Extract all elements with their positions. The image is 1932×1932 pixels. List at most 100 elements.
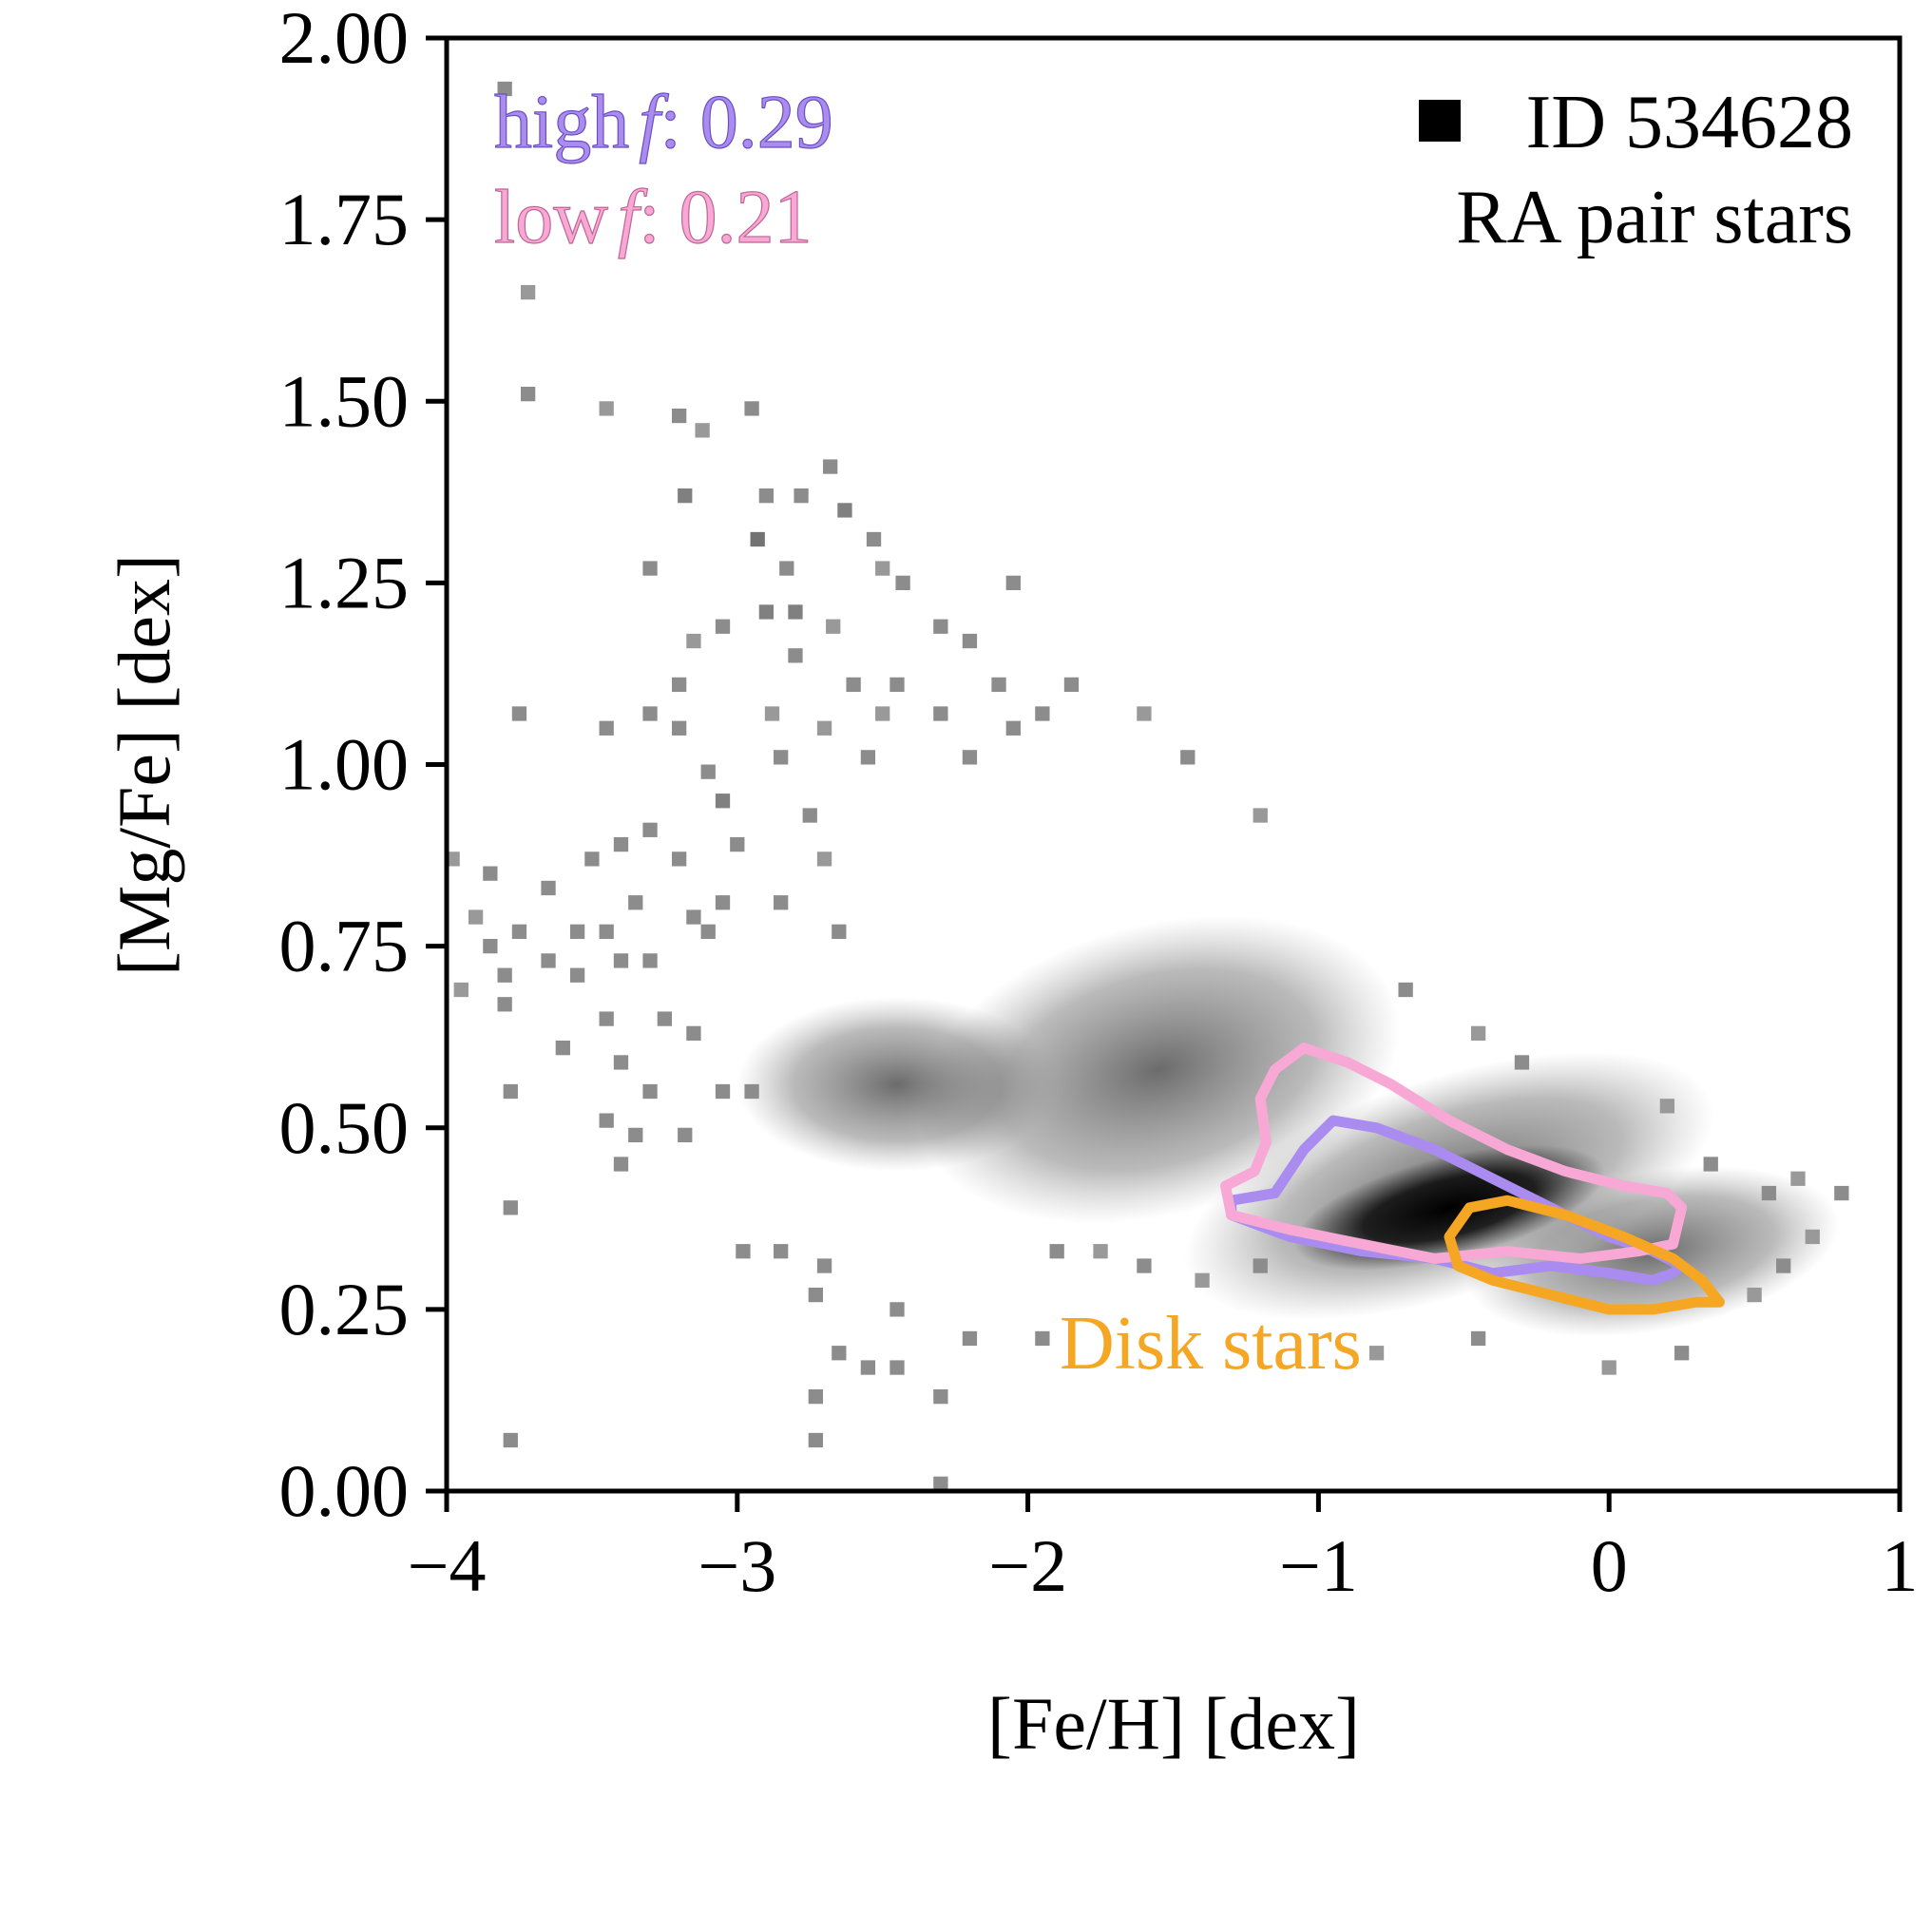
histogram-bin — [1005, 720, 1021, 736]
histogram-bin — [1470, 1025, 1486, 1042]
histogram-bin — [695, 423, 710, 438]
histogram-bin — [671, 851, 687, 867]
histogram-bin — [613, 1157, 629, 1172]
histogram-bin — [503, 1432, 518, 1448]
histogram-bin — [788, 604, 803, 620]
histogram-bin — [933, 1388, 948, 1405]
histogram-bin — [453, 982, 469, 998]
histogram-bin — [1659, 1099, 1675, 1114]
histogram-bin — [520, 284, 536, 300]
histogram-bin — [1035, 706, 1050, 721]
histogram-bin — [933, 706, 948, 721]
histogram-bin — [816, 851, 832, 867]
histogram-bin — [1776, 1258, 1791, 1273]
histogram-bin — [483, 866, 498, 881]
histogram-bin — [826, 619, 841, 634]
histogram-bin — [599, 720, 614, 736]
histogram-bin — [599, 401, 614, 416]
histogram-bin — [1195, 1272, 1210, 1288]
histogram-bin — [628, 1127, 643, 1143]
histogram-bin — [736, 1244, 751, 1259]
histogram-bin — [715, 619, 731, 634]
histogram-bin — [962, 750, 978, 765]
histogram-bin — [447, 851, 460, 867]
histogram-bin — [715, 794, 731, 809]
histogram-bin — [613, 953, 629, 968]
histogram-bin — [715, 895, 731, 910]
histogram-bin — [808, 1287, 824, 1303]
histogram-bin — [866, 531, 882, 547]
contour-low-f — [1220, 1043, 1688, 1264]
histogram-bin — [671, 408, 687, 424]
high-f-name: high — [494, 81, 629, 164]
histogram-bin — [642, 1083, 658, 1100]
histogram-bin — [642, 953, 658, 968]
high-f-value: : 0.29 — [660, 81, 832, 164]
histogram-bin — [569, 967, 585, 983]
histogram-bin — [511, 706, 527, 721]
histogram-bin — [599, 1011, 614, 1026]
histogram-bin — [1368, 1346, 1385, 1361]
y-tick-label: 0.50 — [279, 1086, 410, 1169]
histogram-bin — [744, 401, 759, 416]
histogram-bin — [846, 677, 861, 693]
histogram-bin — [875, 561, 890, 576]
histogram-bin — [808, 1388, 824, 1405]
axes-ticks: −4 −3 −2 −1 0 1 0.00 0.25 0.50 0.75 1.00 1.25 1.50 1.… — [279, 0, 1919, 1607]
histogram-bin — [715, 1083, 731, 1100]
density-cloud — [736, 997, 1058, 1172]
histogram-bin — [889, 1360, 905, 1375]
histogram-bin — [1790, 1171, 1806, 1186]
histogram-bin — [889, 1302, 905, 1317]
heatmap — [447, 81, 1849, 1491]
low-f-name: low — [494, 176, 608, 259]
x-tick-label: −3 — [698, 1524, 776, 1607]
histogram-bin — [1761, 1185, 1777, 1201]
contours — [1220, 1043, 1725, 1315]
x-tick-label: 1 — [1882, 1524, 1919, 1607]
subtitle-ra-pair: RA pair stars — [1456, 176, 1853, 259]
histogram-bin — [1601, 1360, 1616, 1375]
histogram-bin — [1703, 1157, 1718, 1172]
histogram-bin — [816, 720, 832, 736]
histogram-bin — [962, 1330, 978, 1347]
y-tick-label: 1.50 — [279, 359, 410, 442]
histogram-bin — [860, 1360, 876, 1375]
histogram-bin — [686, 909, 701, 925]
y-tick-label: 0.00 — [279, 1449, 410, 1532]
histogram-bin — [613, 836, 629, 852]
histogram-bin — [497, 81, 512, 97]
histogram-bin — [758, 488, 775, 504]
y-tick-label: 1.75 — [279, 178, 410, 260]
histogram-bin — [503, 1083, 518, 1100]
histogram-bin — [779, 561, 794, 576]
histogram-bin — [642, 561, 658, 576]
histogram-bin — [483, 938, 498, 954]
x-tick-label: −1 — [1279, 1524, 1358, 1607]
histogram-bin — [802, 808, 817, 823]
histogram-bin — [1035, 1330, 1050, 1347]
disk-stars-label: Disk stars — [1060, 1302, 1362, 1386]
histogram-bin — [642, 822, 658, 837]
histogram-bin — [541, 953, 556, 968]
histogram-bin — [511, 924, 527, 939]
histogram-bin — [774, 750, 789, 765]
histogram-bin — [1093, 1244, 1108, 1259]
histogram-bin — [613, 1055, 629, 1070]
histogram-bin — [468, 909, 484, 925]
histogram-bin — [1674, 1346, 1690, 1361]
histogram-bin — [584, 851, 600, 867]
histogram-bin — [497, 997, 512, 1012]
histogram-bin — [599, 1113, 614, 1128]
histogram-bin — [642, 706, 658, 721]
x-tick-label: −4 — [408, 1524, 487, 1607]
histogram-bin — [657, 1011, 672, 1026]
histogram-bin — [628, 895, 643, 910]
y-tick-label: 1.00 — [279, 723, 410, 806]
histogram-bin — [823, 459, 838, 474]
histogram-bin — [895, 575, 910, 591]
histogram-bin — [503, 1200, 518, 1215]
histogram-bin — [744, 1083, 759, 1100]
